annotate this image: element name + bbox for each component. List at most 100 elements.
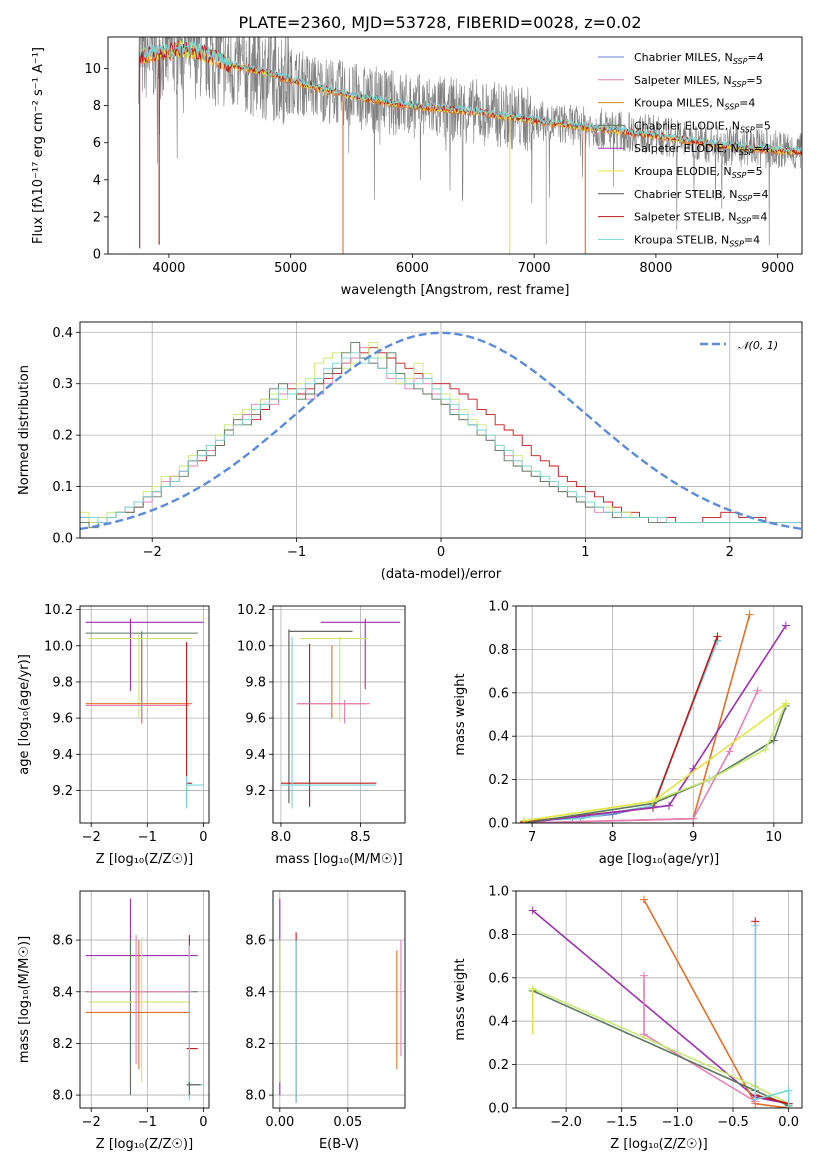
y-tick-label: 9.6: [52, 712, 73, 727]
x-axis-label: Z [log₁₀(Z/Z☉)]: [610, 1137, 707, 1152]
weight-marker: [784, 1086, 793, 1095]
weight-line: [524, 690, 759, 823]
y-axis-label: mass weight: [453, 673, 468, 755]
x-tick-label: 2: [726, 545, 734, 560]
y-tick-label: 8.4: [52, 985, 73, 1000]
y-axis-label: Flux [fλ10⁻¹⁷ erg cm⁻² s⁻¹ A⁻¹]: [31, 47, 46, 244]
legend-entry: Chabrier STELIB, NSSP=4: [634, 188, 768, 203]
axes-age_vs_Z: −2 −1 0 9.2 9.4 9.6 9.8 10.0 10.2 Z [log₁₀(Z/Z☉)]…: [17, 603, 210, 867]
axes-frame: [515, 890, 803, 1109]
y-tick-label: 10.2: [44, 603, 73, 618]
weight-line: [754, 921, 789, 1105]
x-tick-label: 0: [199, 830, 207, 845]
y-tick-label: 9.2: [245, 784, 266, 799]
legend-entry: Salpeter STELIB, NSSP=4: [634, 211, 767, 226]
y-tick-label: 0.2: [52, 429, 73, 444]
plot-area-spectrum: [138, 37, 802, 254]
model-spectrum: [139, 40, 802, 156]
x-tick-label: 7000: [518, 261, 551, 276]
y-tick-label: 8: [93, 99, 101, 114]
y-tick-label: 9.6: [245, 712, 266, 727]
y-tick-label: 1.0: [488, 600, 509, 615]
x-tick-label: 9: [689, 830, 697, 845]
weight-marker: [753, 686, 762, 695]
x-tick-label: 7: [528, 830, 536, 845]
x-tick-label: 0.0: [778, 1115, 799, 1130]
weight-marker: [528, 906, 537, 915]
x-tick-label: −2.0: [550, 1115, 582, 1130]
y-axis-label: mass weight: [453, 958, 468, 1040]
legend-entry: 𝒩(0, 1): [738, 339, 778, 352]
y-tick-label: 8.0: [245, 1089, 266, 1104]
y-tick-label: 9.8: [245, 675, 266, 690]
weight-line: [524, 640, 719, 822]
y-axis-label: age [log₁₀(age/yr)]: [17, 654, 32, 775]
x-tick-label: 8: [609, 830, 617, 845]
weight-line: [524, 636, 719, 823]
histogram-series: [80, 352, 802, 538]
legend-entry: Kroupa STELIB, NSSP=4: [634, 233, 760, 248]
axes-mass_vs_Z: −2 −1 0 8.0 8.2 8.4 8.6 Z [log₁₀(Z/Z☉)] mass [lo…: [17, 890, 210, 1152]
legend-entry: Kroupa MILES, NSSP=4: [634, 97, 755, 112]
y-tick-label: 8.0: [52, 1089, 73, 1104]
x-axis-label: (data-model)/error: [381, 567, 502, 582]
y-tick-label: 9.4: [52, 748, 73, 763]
legend-entry: Chabrier ELODIE, NSSP=5: [634, 119, 771, 134]
x-tick-label: −2: [82, 830, 101, 845]
legend-entry: Salpeter ELODIE, NSSP=4: [634, 142, 770, 157]
y-tick-label: 0.0: [52, 532, 73, 547]
axes-frame: [272, 890, 406, 1109]
weight-marker: [713, 632, 722, 641]
y-tick-label: 0: [93, 248, 101, 263]
y-tick-label: 8.6: [245, 934, 266, 949]
x-tick-label: 8.5: [350, 830, 371, 845]
plot-area-age_vs_mass: [280, 618, 401, 809]
weight-marker: [761, 745, 770, 754]
x-tick-label: −2: [143, 545, 162, 560]
y-tick-label: 9.2: [52, 784, 73, 799]
weight-marker: [665, 801, 674, 810]
plot-area-age_vs_Z: [85, 618, 204, 809]
axes-weight_vs_Z: −2.0 −1.5 −1.0 −0.5 0.0 0.0 0.2 0.4 0.6 0.8 1.0 Z […: [453, 885, 803, 1152]
y-tick-label: 0.8: [488, 928, 509, 943]
y-axis-label: Normed distribution: [17, 365, 32, 495]
grid: [273, 891, 405, 1108]
y-tick-label: 0.6: [488, 971, 509, 986]
y-tick-label: 0.4: [488, 1015, 509, 1030]
y-tick-label: 2: [93, 210, 101, 225]
y-tick-label: 0.2: [488, 1058, 509, 1073]
observed-spectrum: [138, 37, 802, 246]
y-tick-label: 0.3: [52, 377, 73, 392]
weight-marker: [725, 747, 734, 756]
y-axis-label: mass [log₁₀(M/M☉)]: [17, 936, 32, 1063]
grid: [273, 606, 405, 823]
x-tick-label: 0.00: [265, 1115, 294, 1130]
axes-frame: [79, 605, 210, 824]
y-tick-label: 9.4: [245, 748, 266, 763]
weight-marker: [689, 814, 698, 823]
x-tick-label: 5000: [274, 261, 307, 276]
axes-spectrum: 4000 5000 6000 7000 8000 9000 0 2 4 6 8 10 wavelengt…: [31, 36, 803, 298]
y-tick-label: 0.4: [52, 326, 73, 341]
legend-entry: Kroupa ELODIE, NSSP=5: [634, 165, 763, 180]
figure-title: PLATE=2360, MJD=53728, FIBERID=0028, z=0…: [238, 13, 641, 32]
x-tick-label: 8000: [639, 261, 672, 276]
x-tick-label: −0.5: [717, 1115, 749, 1130]
model-spectrum: [139, 41, 802, 154]
x-tick-label: 0: [437, 545, 445, 560]
x-tick-label: −1: [138, 830, 157, 845]
weight-marker: [705, 775, 714, 784]
x-tick-label: −1: [138, 1115, 157, 1130]
gaussian-curve: [80, 331, 802, 531]
legend-entry: Chabrier MILES, NSSP=4: [634, 51, 764, 66]
y-tick-label: 0.4: [488, 730, 509, 745]
plot-area-mass_vs_Z: [85, 898, 204, 1101]
y-tick-label: 8.2: [245, 1037, 266, 1052]
y-tick-label: 8.2: [52, 1037, 73, 1052]
x-tick-label: 6000: [396, 261, 429, 276]
x-tick-label: 0: [199, 1115, 207, 1130]
axes-frame: [79, 890, 210, 1109]
y-tick-label: 0.8: [488, 643, 509, 658]
weight-marker: [781, 621, 790, 630]
x-tick-label: −2: [82, 1115, 101, 1130]
